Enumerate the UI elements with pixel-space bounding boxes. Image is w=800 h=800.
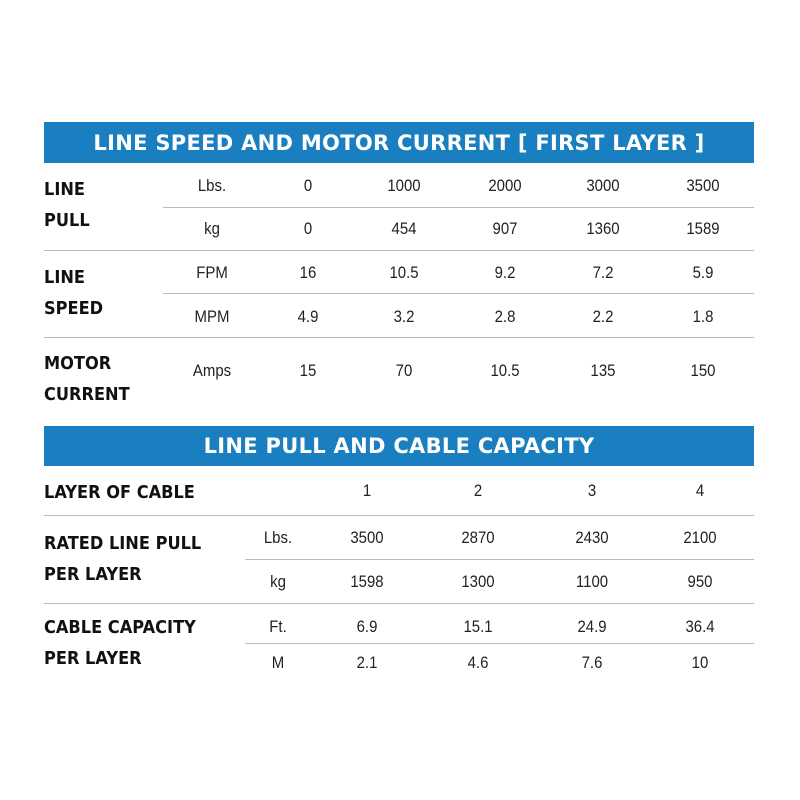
group-label-line: LAYER OF CABLE — [44, 482, 195, 503]
group-label: CABLE CAPACITY PER LAYER — [44, 612, 196, 674]
table-cell: 15 — [299, 361, 317, 380]
table-cell: 454 — [391, 219, 417, 238]
table-cell: 36.4 — [685, 617, 715, 636]
unit-label: Amps — [192, 361, 232, 380]
group-label: LAYER OF CABLE — [44, 477, 195, 508]
group-divider — [44, 250, 754, 251]
table-cell: 16 — [299, 263, 317, 282]
table-cell: 135 — [590, 361, 616, 380]
table-cell: 4.9 — [297, 307, 319, 326]
table-cell: 2.8 — [494, 307, 516, 326]
table-cell: 150 — [690, 361, 716, 380]
table-cell: 9.2 — [494, 263, 516, 282]
table-cell: 2.2 — [592, 307, 614, 326]
table-cell: 3500 — [350, 528, 384, 547]
group-label-line: SPEED — [44, 298, 104, 319]
table-cell: 6.9 — [356, 617, 378, 636]
table1-title: LINE SPEED AND MOTOR CURRENT [ FIRST LAY… — [44, 122, 754, 163]
group-label: LINE PULL — [44, 174, 90, 236]
table-cell: 10.5 — [389, 263, 419, 282]
table-cell: 5.9 — [692, 263, 714, 282]
table-cell: 0 — [303, 219, 313, 238]
row-divider — [163, 207, 754, 208]
table-cell: 3000 — [586, 176, 620, 195]
unit-label: Ft. — [269, 617, 287, 636]
table-cell: 10.5 — [490, 361, 520, 380]
table-cell: 1598 — [350, 572, 384, 591]
table-cell: 1589 — [686, 219, 720, 238]
group-label-line: LINE — [44, 179, 85, 200]
group-label-line: CURRENT — [44, 384, 130, 405]
table-cell: 3.2 — [393, 307, 415, 326]
table-cell: 1300 — [461, 572, 495, 591]
table-cell: 4 — [695, 481, 705, 500]
table-cell: 7.2 — [592, 263, 614, 282]
group-divider — [44, 337, 754, 338]
unit-label: Lbs. — [263, 528, 293, 547]
table-cell: 2.1 — [356, 653, 378, 672]
table-cell: 24.9 — [577, 617, 607, 636]
table-cell: 2100 — [683, 528, 717, 547]
table-cell: 15.1 — [463, 617, 493, 636]
table-cell: 3 — [587, 481, 597, 500]
group-label-line: PER LAYER — [44, 564, 142, 585]
table-cell: 2 — [473, 481, 483, 500]
table-cell: 950 — [687, 572, 713, 591]
group-label-line: MOTOR — [44, 353, 112, 374]
unit-label: Lbs. — [197, 176, 227, 195]
table-cell: 1.8 — [692, 307, 714, 326]
table-cell: 1 — [362, 481, 372, 500]
group-label-line: PER LAYER — [44, 648, 142, 669]
group-label: LINE SPEED — [44, 262, 103, 324]
group-divider — [44, 603, 754, 604]
table-cell: 70 — [395, 361, 413, 380]
table-cell: 3500 — [686, 176, 720, 195]
group-label-line: RATED LINE PULL — [44, 533, 202, 554]
table-cell: 907 — [492, 219, 518, 238]
unit-label: M — [271, 653, 285, 672]
unit-label: MPM — [194, 307, 230, 326]
row-divider — [163, 293, 754, 294]
table-cell: 2870 — [461, 528, 495, 547]
table-cell: 2000 — [488, 176, 522, 195]
group-label: RATED LINE PULL PER LAYER — [44, 528, 201, 590]
group-label-line: PULL — [44, 210, 90, 231]
group-label-line: LINE — [44, 267, 85, 288]
table-cell: 2430 — [575, 528, 609, 547]
unit-label: kg — [270, 572, 286, 591]
table-cell: 0 — [303, 176, 313, 195]
row-divider — [245, 643, 754, 644]
table-cell: 1100 — [575, 572, 609, 591]
group-label-line: CABLE CAPACITY — [44, 617, 196, 638]
table-cell: 4.6 — [467, 653, 489, 672]
table2-title: LINE PULL AND CABLE CAPACITY — [44, 426, 754, 466]
group-divider — [44, 515, 754, 516]
row-divider — [245, 559, 754, 560]
table-cell: 7.6 — [581, 653, 603, 672]
table-cell: 1360 — [586, 219, 620, 238]
table-cell: 1000 — [387, 176, 421, 195]
group-label: MOTOR CURRENT — [44, 348, 130, 410]
unit-label: FPM — [196, 263, 228, 282]
table-cell: 10 — [691, 653, 709, 672]
unit-label: kg — [204, 219, 220, 238]
